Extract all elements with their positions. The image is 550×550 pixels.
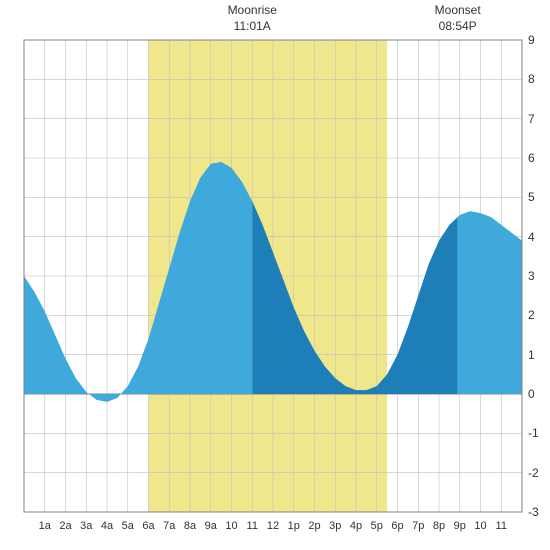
x-tick-label: 4a: [101, 520, 113, 532]
y-tick-label: 5: [528, 190, 535, 204]
x-tick-label: 1p: [288, 520, 300, 532]
moonset-time: 08:54P: [418, 19, 498, 35]
x-tick-label: 12: [267, 520, 279, 532]
x-tick-label: 11: [247, 520, 258, 532]
x-tick-label: 8p: [433, 520, 445, 532]
y-tick-label: 2: [528, 308, 535, 322]
y-tick-label: 0: [528, 387, 535, 401]
x-tick-label: 7a: [163, 520, 175, 532]
moonset-label: Moonset: [418, 3, 498, 19]
y-tick-label: -2: [528, 466, 539, 480]
y-tick-label: 3: [528, 269, 535, 283]
x-tick-label: 9a: [205, 520, 217, 532]
y-tick-label: 6: [528, 151, 535, 165]
x-tick-label: 4p: [350, 520, 362, 532]
y-tick-label: 9: [528, 33, 535, 47]
moonrise-time: 11:01A: [212, 19, 292, 35]
x-tick-label: 11: [496, 520, 507, 532]
x-tick-label: 9p: [454, 520, 466, 532]
x-tick-label: 6p: [391, 520, 403, 532]
chart-svg: [0, 0, 550, 550]
tide-chart: Moonrise 11:01A Moonset 08:54P -3-2-1012…: [0, 0, 550, 550]
x-tick-label: 8a: [184, 520, 196, 532]
y-tick-label: 8: [528, 72, 535, 86]
y-tick-label: 1: [528, 348, 535, 362]
y-tick-label: 7: [528, 112, 535, 126]
x-tick-label: 6a: [142, 520, 154, 532]
x-tick-label: 7p: [412, 520, 424, 532]
moonset-label-block: Moonset 08:54P: [418, 3, 498, 34]
moonrise-label: Moonrise: [212, 3, 292, 19]
x-tick-label: 2a: [59, 520, 71, 532]
x-tick-label: 1a: [39, 520, 51, 532]
y-tick-label: -1: [528, 426, 539, 440]
x-tick-label: 2p: [308, 520, 320, 532]
y-tick-label: 4: [528, 230, 535, 244]
x-tick-label: 3p: [329, 520, 341, 532]
x-tick-label: 5p: [371, 520, 383, 532]
x-tick-label: 10: [474, 520, 486, 532]
x-tick-label: 5a: [122, 520, 134, 532]
x-tick-label: 10: [225, 520, 237, 532]
moonrise-label-block: Moonrise 11:01A: [212, 3, 292, 34]
y-tick-label: -3: [528, 505, 539, 519]
x-tick-label: 3a: [80, 520, 92, 532]
